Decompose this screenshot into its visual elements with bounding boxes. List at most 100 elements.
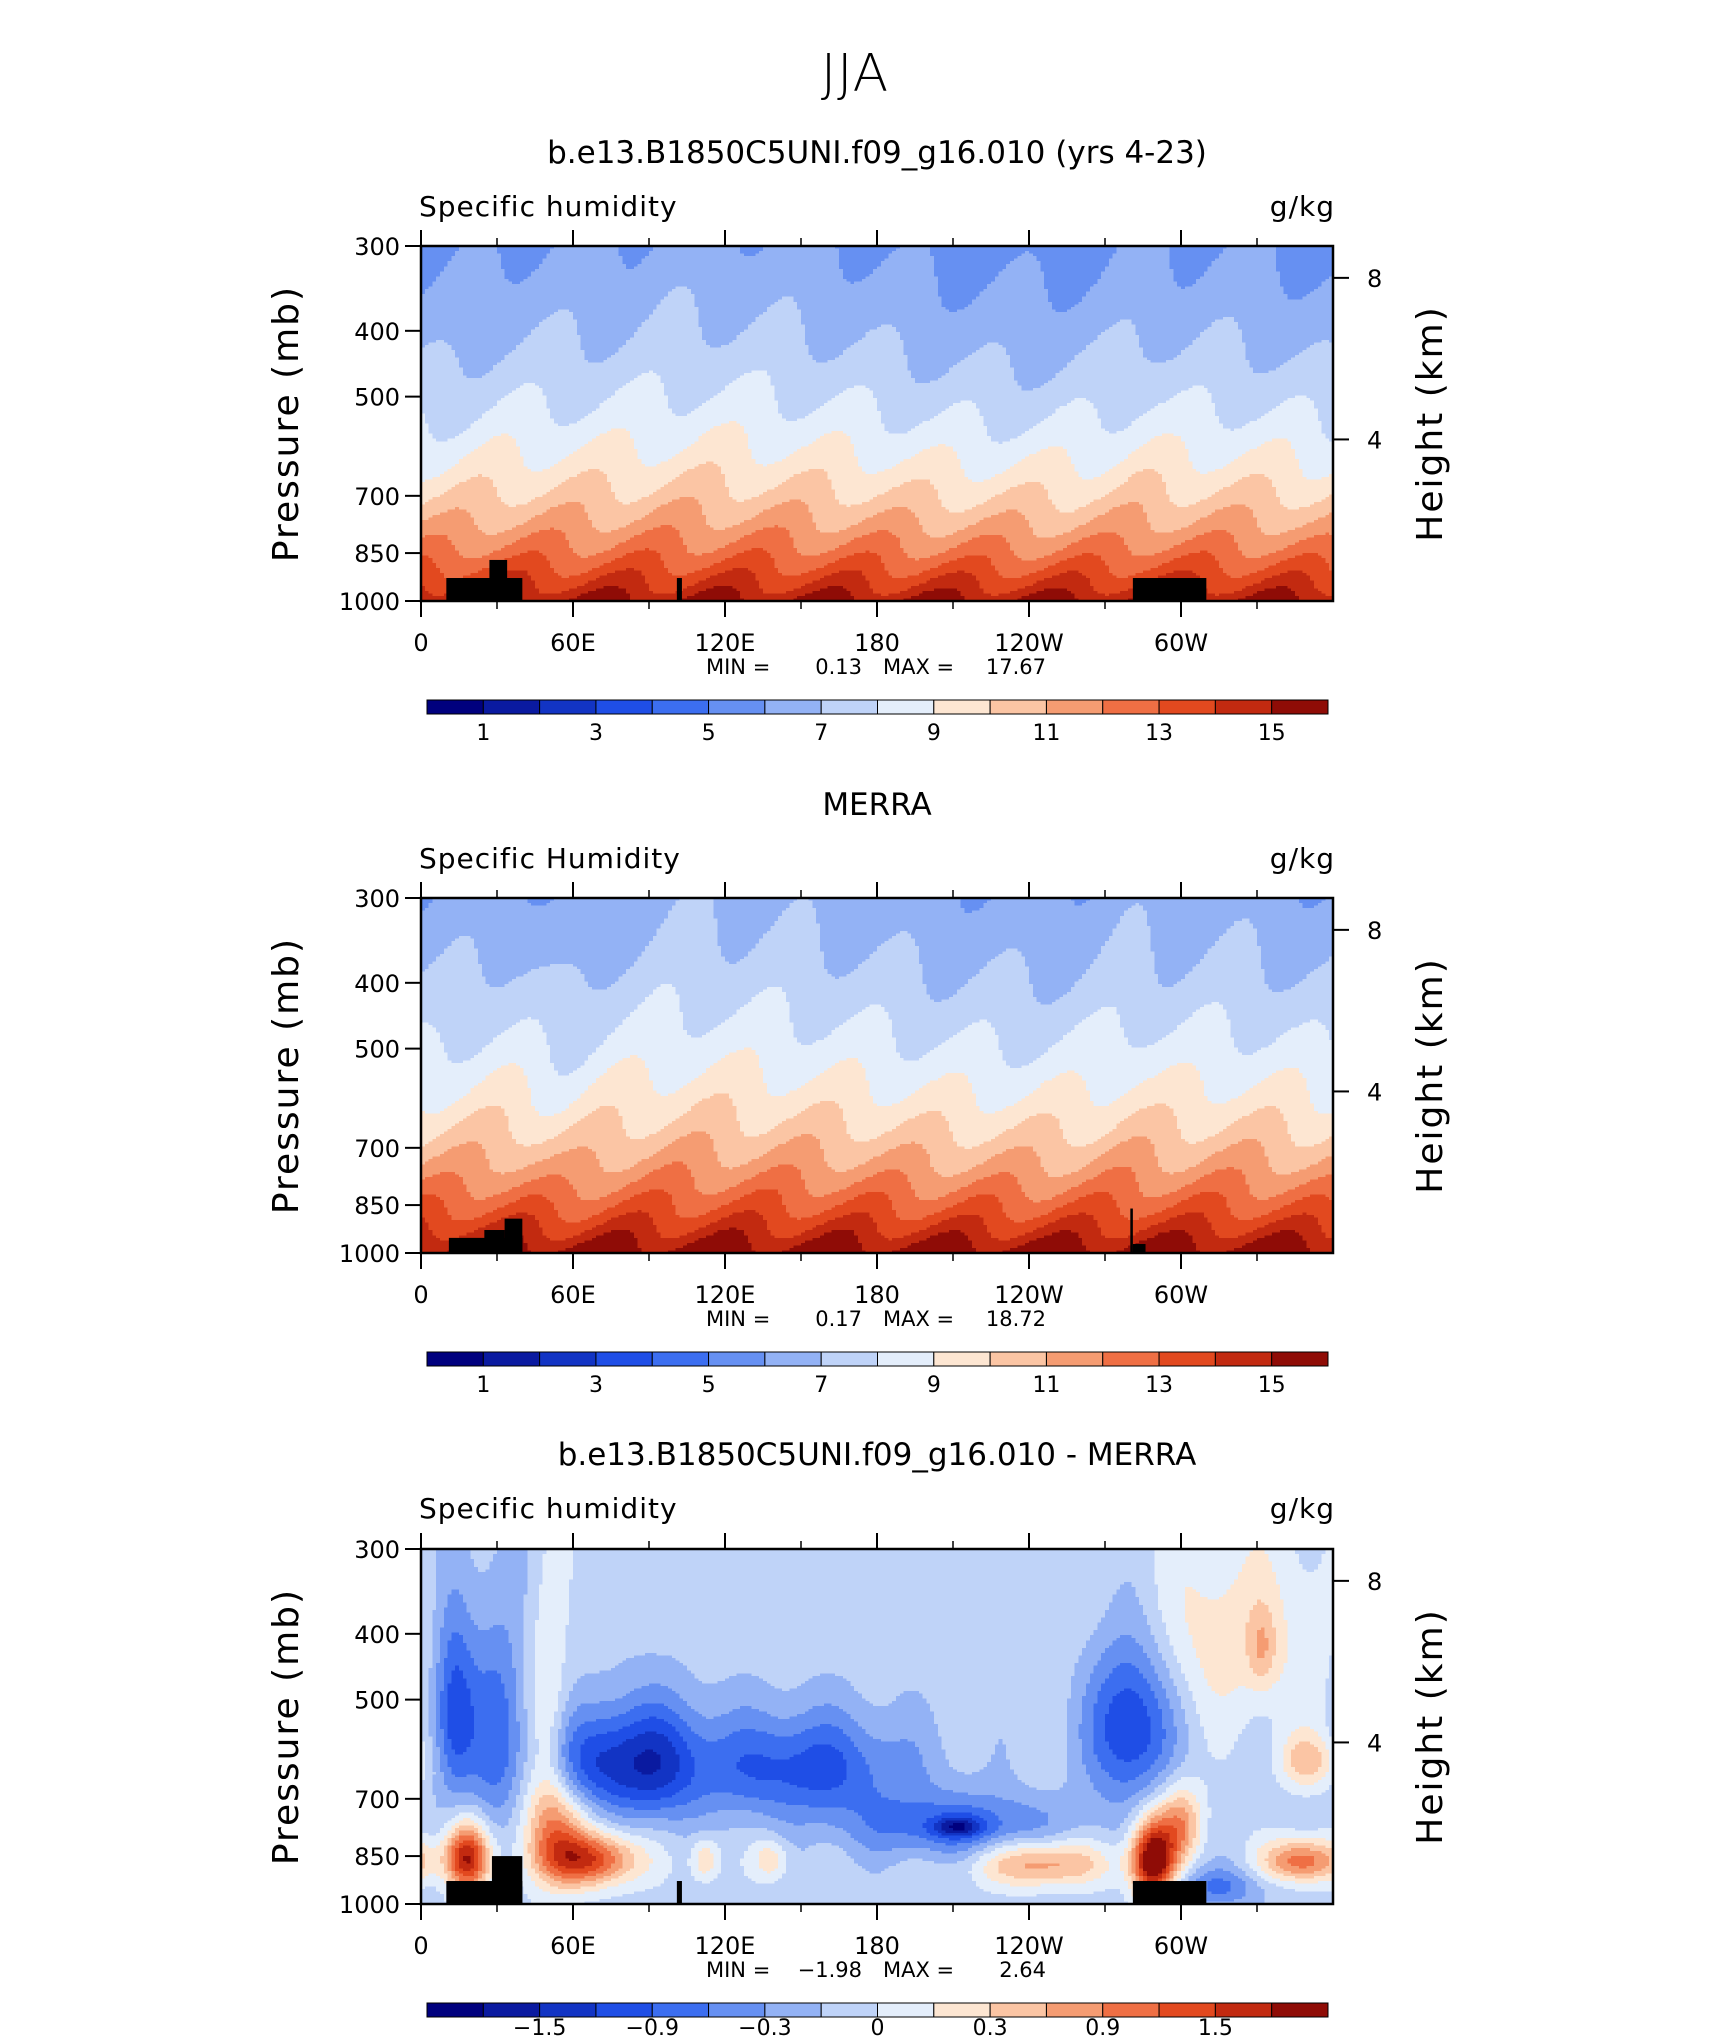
- y-axis-title-right: Height (km): [1410, 1608, 1451, 1844]
- y-tick-label: 400: [354, 318, 400, 346]
- x-tick-label: 0: [413, 1932, 428, 1960]
- colorbar-label: 11: [1032, 721, 1060, 746]
- x-tick-label: 60W: [1154, 1281, 1208, 1309]
- y-tick-label: 1000: [339, 588, 400, 616]
- colorbar-box: [651, 1351, 710, 1367]
- colorbar-box: [820, 699, 878, 715]
- x-tick-label: 180: [854, 629, 900, 657]
- panel-1: b.e13.B1850C5UNI.f09_g16.010 (yrs 4-23) S…: [266, 135, 1451, 746]
- max-value: 17.67: [986, 655, 1046, 679]
- colorbar-label: 0.3: [973, 2016, 1008, 2038]
- right-tick-label: 8: [1367, 265, 1382, 293]
- colorbar-box: [1102, 699, 1160, 715]
- x-tick-label: 60E: [550, 1281, 596, 1309]
- colorbar-label: 1.5: [1198, 2016, 1233, 2038]
- colorbar-box: [595, 699, 653, 715]
- colorbar-box: [989, 1351, 1047, 1367]
- y-tick-label: 850: [354, 1843, 400, 1871]
- y-tick-label: 850: [354, 1192, 400, 1220]
- colorbar-box: [482, 699, 541, 715]
- colorbar-box: [989, 699, 1047, 715]
- terrain-mask: [1130, 1208, 1133, 1253]
- y-tick-label: 700: [354, 483, 400, 511]
- colorbar-label: 15: [1258, 721, 1286, 746]
- x-tick-label: 60E: [550, 629, 596, 657]
- colorbar-label: 13: [1145, 1373, 1173, 1398]
- colorbar-box: [1214, 1351, 1273, 1367]
- right-tick-label: 4: [1367, 1078, 1382, 1106]
- colorbar-box: [539, 1351, 597, 1367]
- colorbar-label: 11: [1032, 1373, 1060, 1398]
- terrain-mask: [1132, 1881, 1207, 1904]
- terrain-mask: [1132, 578, 1207, 601]
- colorbar-box: [708, 2002, 766, 2018]
- colorbar-box: [1271, 699, 1329, 715]
- x-tick-label: 120W: [994, 629, 1064, 657]
- x-tick-label: 120W: [994, 1932, 1064, 1960]
- colorbar-label: 0.9: [1085, 2016, 1120, 2038]
- colorbar-box: [1271, 2002, 1329, 2018]
- max-label: MAX =: [883, 1958, 954, 1982]
- max-value: 18.72: [986, 1307, 1046, 1331]
- right-tick-label: 4: [1367, 426, 1382, 454]
- colorbar-label: 1: [476, 721, 490, 746]
- max-label: MAX =: [883, 1307, 954, 1331]
- colorbar-box: [764, 699, 822, 715]
- x-tick-label: 120E: [695, 1281, 756, 1309]
- y-tick-label: 700: [354, 1135, 400, 1163]
- x-tick-label: 60E: [550, 1932, 596, 1960]
- colorbar-box: [877, 1351, 935, 1367]
- colorbar-box: [1214, 699, 1273, 715]
- colorbar-box: [482, 2002, 541, 2018]
- min-label: MIN =: [706, 1307, 770, 1331]
- colorbar-label: 9: [927, 721, 941, 746]
- colorbar-box: [1045, 699, 1104, 715]
- colorbar-label: 9: [927, 1373, 941, 1398]
- colorbar-box: [877, 699, 935, 715]
- y-tick-label: 700: [354, 1786, 400, 1814]
- x-tick-label: 180: [854, 1932, 900, 1960]
- terrain-mask: [676, 578, 682, 601]
- figure-title: JJA: [820, 44, 890, 104]
- terrain-mask: [491, 1856, 523, 1904]
- x-tick-label: 120W: [994, 1281, 1064, 1309]
- panel-title: b.e13.B1850C5UNI.f09_g16.010 - MERRA: [558, 1437, 1197, 1473]
- colorbar-box: [482, 1351, 541, 1367]
- colorbar-box: [764, 1351, 822, 1367]
- colorbar-label: −0.9: [626, 2016, 679, 2038]
- x-tick-label: 60W: [1154, 629, 1208, 657]
- colorbar-box: [1271, 1351, 1329, 1367]
- colorbar-label: 3: [589, 1373, 603, 1398]
- x-tick-label: 60W: [1154, 1932, 1208, 1960]
- colorbar-box: [426, 1351, 484, 1367]
- y-axis-title-right: Height (km): [1410, 305, 1451, 541]
- x-tick-label: 0: [413, 629, 428, 657]
- terrain-mask: [504, 1218, 523, 1253]
- colorbar-box: [708, 1351, 766, 1367]
- colorbar-label: 13: [1145, 721, 1173, 746]
- heatmap-field: [421, 246, 1333, 601]
- max-label: MAX =: [883, 655, 954, 679]
- y-tick-label: 500: [354, 1687, 400, 1715]
- colorbar-box: [1102, 2002, 1160, 2018]
- colorbar-box: [1214, 2002, 1273, 2018]
- colorbar-box: [933, 1351, 991, 1367]
- colorbar-box: [820, 1351, 878, 1367]
- panel-3: b.e13.B1850C5UNI.f09_g16.010 - MERRA Spec…: [266, 1437, 1451, 2038]
- units-label: g/kg: [1270, 190, 1335, 223]
- colorbar-box: [877, 2002, 935, 2018]
- colorbar-label: 5: [702, 721, 716, 746]
- y-axis-title: Pressure (mb): [266, 1588, 307, 1865]
- colorbar-label: −0.3: [738, 2016, 791, 2038]
- terrain-mask: [446, 578, 523, 601]
- y-tick-label: 300: [354, 233, 400, 261]
- colorbar-box: [1158, 2002, 1216, 2018]
- y-tick-label: 500: [354, 1036, 400, 1064]
- variable-label: Specific humidity: [419, 1492, 678, 1525]
- terrain-mask: [484, 1230, 505, 1253]
- x-tick-label: 180: [854, 1281, 900, 1309]
- colorbar-box: [933, 2002, 991, 2018]
- y-tick-label: 300: [354, 885, 400, 913]
